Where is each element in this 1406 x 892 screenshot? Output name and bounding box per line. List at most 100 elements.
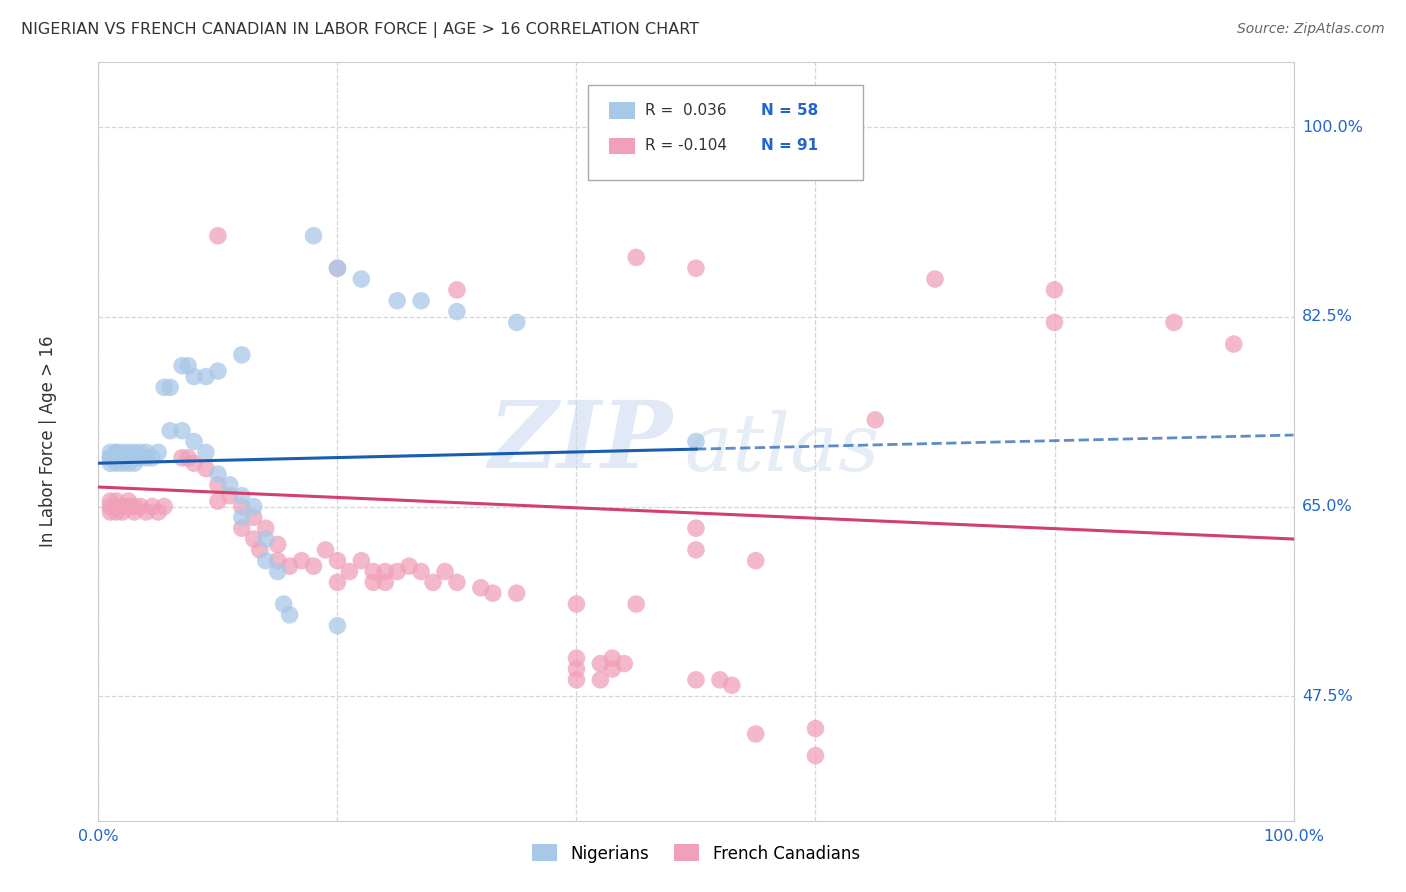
Point: [148, 505, 170, 519]
Point: [231, 489, 253, 503]
Point: [1223, 337, 1246, 351]
Point: [626, 597, 648, 611]
Point: [1163, 315, 1185, 329]
Point: [249, 542, 271, 557]
Point: [207, 228, 229, 243]
Point: [602, 662, 624, 676]
Text: N = 91: N = 91: [761, 138, 818, 153]
Text: 0.0%: 0.0%: [79, 830, 118, 845]
Point: [1043, 283, 1066, 297]
Point: [105, 445, 128, 459]
Text: 65.0%: 65.0%: [1302, 499, 1353, 514]
Point: [589, 673, 612, 687]
Point: [422, 575, 444, 590]
Point: [219, 478, 242, 492]
Point: [172, 450, 194, 465]
Point: [626, 251, 648, 265]
Point: [183, 434, 205, 449]
Point: [105, 456, 128, 470]
Point: [159, 380, 181, 394]
Point: [374, 575, 396, 590]
Point: [481, 586, 505, 600]
Point: [98, 505, 122, 519]
Point: [267, 537, 290, 551]
Point: [183, 369, 205, 384]
Bar: [609, 137, 636, 154]
Point: [565, 673, 588, 687]
Point: [117, 445, 139, 459]
Point: [141, 500, 163, 514]
Point: [243, 510, 266, 524]
Point: [98, 450, 122, 465]
Point: [207, 364, 229, 378]
Point: [111, 450, 134, 465]
Point: [326, 618, 349, 632]
Point: [124, 505, 146, 519]
Point: [195, 369, 218, 384]
Point: [105, 450, 128, 465]
Point: [207, 478, 229, 492]
Point: [231, 521, 253, 535]
Point: [98, 500, 122, 514]
Point: [207, 494, 229, 508]
Text: 100.0%: 100.0%: [1302, 120, 1362, 135]
Point: [172, 359, 194, 373]
Text: Source: ZipAtlas.com: Source: ZipAtlas.com: [1237, 22, 1385, 37]
Point: [219, 489, 242, 503]
Point: [273, 597, 295, 611]
Point: [98, 450, 122, 465]
Point: [446, 283, 468, 297]
Point: [183, 456, 205, 470]
Point: [278, 607, 301, 622]
Point: [434, 565, 457, 579]
Point: [207, 467, 229, 481]
Point: [129, 445, 152, 459]
Point: [565, 651, 588, 665]
Point: [129, 500, 152, 514]
Point: [685, 542, 707, 557]
Point: [589, 657, 612, 671]
Point: [159, 424, 181, 438]
Point: [363, 565, 385, 579]
FancyBboxPatch shape: [589, 85, 863, 180]
Point: [177, 359, 200, 373]
Point: [231, 510, 253, 524]
Text: In Labor Force | Age > 16: In Labor Force | Age > 16: [39, 335, 58, 548]
Point: [350, 554, 373, 568]
Point: [385, 565, 409, 579]
Point: [105, 505, 128, 519]
Point: [111, 505, 134, 519]
Point: [148, 445, 170, 459]
Point: [254, 532, 277, 546]
Point: [124, 445, 146, 459]
Point: [135, 505, 157, 519]
Text: ZIP: ZIP: [488, 397, 672, 486]
Point: [98, 456, 122, 470]
Point: [745, 727, 768, 741]
Point: [153, 380, 176, 394]
Point: [117, 456, 139, 470]
Point: [105, 494, 128, 508]
Point: [1043, 315, 1066, 329]
Point: [111, 500, 134, 514]
Point: [924, 272, 946, 286]
Point: [385, 293, 409, 308]
Point: [302, 559, 325, 574]
Point: [111, 450, 134, 465]
Point: [231, 500, 253, 514]
Point: [153, 500, 176, 514]
Point: [111, 445, 134, 459]
Point: [565, 662, 588, 676]
Point: [117, 494, 139, 508]
Point: [470, 581, 492, 595]
Point: [124, 456, 146, 470]
Point: [804, 722, 827, 736]
Point: [267, 565, 290, 579]
Point: [124, 450, 146, 465]
Point: [98, 445, 122, 459]
Point: [243, 532, 266, 546]
Text: 47.5%: 47.5%: [1302, 689, 1353, 704]
Point: [506, 586, 529, 600]
Point: [411, 565, 433, 579]
Point: [129, 450, 152, 465]
